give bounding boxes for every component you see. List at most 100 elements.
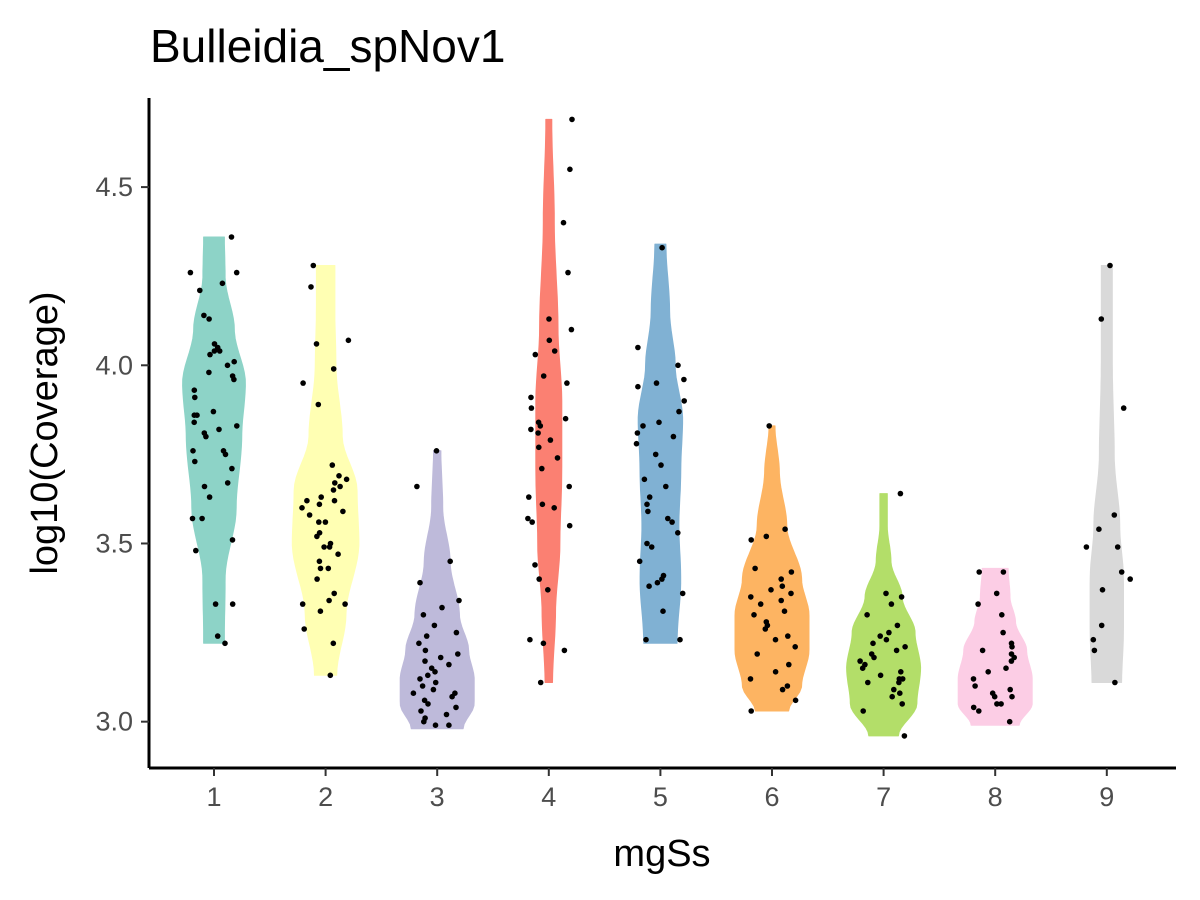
data-point [643, 636, 649, 643]
data-point [527, 636, 533, 643]
data-point [633, 440, 640, 447]
data-point [560, 219, 567, 226]
data-point [536, 444, 542, 451]
data-point [529, 519, 535, 525]
data-point [676, 408, 682, 415]
data-point [779, 686, 786, 693]
data-point [326, 597, 332, 604]
data-point [299, 505, 305, 511]
data-point [314, 576, 320, 582]
data-point [660, 572, 667, 579]
data-point [197, 287, 203, 294]
data-point [568, 326, 575, 333]
data-point [316, 558, 323, 565]
data-point [301, 626, 308, 632]
x-tick-label: 6 [764, 782, 779, 812]
data-point [888, 601, 895, 607]
y-tick-label: 4.5 [95, 172, 133, 202]
data-point [525, 515, 531, 522]
data-point [970, 676, 977, 682]
data-point [343, 476, 350, 483]
data-point [317, 608, 324, 614]
data-point [535, 419, 542, 426]
data-point [315, 401, 322, 408]
data-point [681, 376, 687, 383]
data-point [201, 430, 208, 436]
data-point [224, 480, 231, 486]
data-point [229, 537, 236, 543]
data-point [782, 526, 788, 532]
data-point [554, 455, 561, 461]
data-point [646, 583, 652, 589]
data-point [330, 366, 337, 372]
data-point [206, 316, 212, 322]
data-point [421, 697, 428, 704]
x-tick-label: 3 [430, 782, 445, 812]
data-point [234, 423, 240, 429]
data-point [1120, 405, 1127, 411]
data-point [779, 583, 786, 589]
data-point [748, 537, 754, 543]
data-point [430, 686, 437, 693]
data-point [897, 490, 904, 497]
x-tick-label: 2 [318, 782, 333, 812]
data-point [785, 633, 791, 639]
data-point [414, 483, 420, 490]
data-point [1006, 718, 1013, 725]
data-point [898, 594, 905, 600]
data-point [778, 597, 784, 604]
x-axis-label: mgSs [613, 833, 710, 875]
data-point [419, 683, 426, 689]
data-point [191, 419, 197, 426]
data-point [1009, 693, 1015, 700]
y-tick-label: 4.0 [95, 350, 133, 380]
data-point [532, 351, 539, 358]
data-point [675, 362, 681, 369]
data-point [665, 515, 671, 522]
data-point [310, 262, 317, 269]
data-point [551, 348, 558, 354]
data-point [453, 629, 460, 636]
data-point [894, 622, 901, 629]
data-point [1098, 622, 1105, 629]
data-point [784, 683, 791, 689]
data-point [342, 601, 348, 607]
x-tick-label: 5 [653, 782, 668, 812]
data-point [870, 640, 876, 647]
data-point [975, 601, 981, 607]
data-point [663, 483, 669, 490]
data-point [659, 244, 665, 251]
data-point [1091, 647, 1098, 654]
data-point [976, 569, 982, 575]
data-point [979, 647, 986, 654]
data-point [652, 451, 659, 458]
data-point [532, 562, 538, 568]
data-point [561, 647, 568, 654]
x-tick-label: 1 [206, 782, 221, 812]
data-point [539, 465, 545, 472]
data-point [539, 501, 546, 508]
data-point [331, 497, 338, 504]
data-point [187, 269, 194, 276]
data-point [1107, 262, 1113, 269]
data-point [747, 676, 754, 682]
data-point [899, 701, 905, 707]
data-point [329, 462, 336, 468]
data-point [456, 597, 462, 604]
data-point [306, 512, 313, 518]
data-point [751, 612, 757, 618]
data-point [889, 693, 895, 700]
y-tick-label: 3.0 [95, 707, 133, 737]
data-point [452, 690, 458, 696]
data-point [190, 448, 196, 454]
data-point [1008, 640, 1015, 647]
data-point [206, 494, 213, 500]
data-point [792, 644, 798, 650]
data-point [677, 636, 683, 643]
data-point [893, 647, 900, 654]
violins-layer [182, 118, 1124, 737]
data-point [214, 633, 221, 639]
data-point [417, 579, 423, 586]
data-point [199, 515, 205, 522]
violin-5 [637, 243, 684, 644]
